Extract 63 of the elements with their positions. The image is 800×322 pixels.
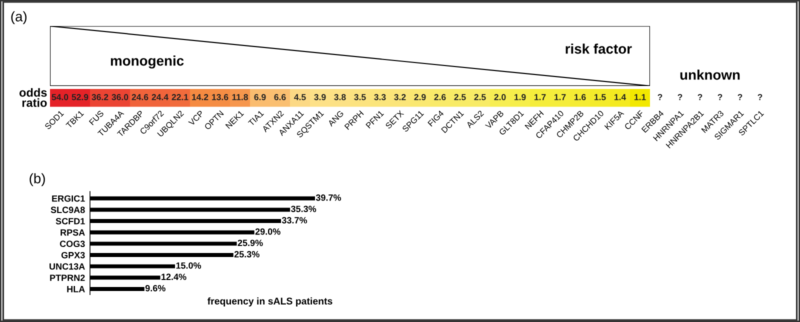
data-label: 9.6% xyxy=(145,285,166,292)
y-tick-label: RPSA xyxy=(60,229,85,236)
data-label: 1.6 xyxy=(574,94,586,100)
data-label: 25.9% xyxy=(238,240,263,246)
data-label: 54.0 xyxy=(52,94,68,100)
text: ? xyxy=(658,94,662,100)
annotation: risk factor xyxy=(566,44,632,54)
chart-title: (b) xyxy=(30,173,45,186)
y-tick-label: odds ratio xyxy=(19,88,47,107)
annotation: monogenic xyxy=(110,56,184,69)
data-label: 14.2 xyxy=(192,94,208,100)
data-label: 33.7% xyxy=(282,217,308,224)
data-label: 1.7 xyxy=(554,94,566,100)
data-label: 1.1 xyxy=(634,94,646,100)
chart-title: (a) xyxy=(11,11,27,24)
data-label: 1.9 xyxy=(514,94,526,100)
text: ? xyxy=(698,94,702,100)
data-label: 3.3 xyxy=(374,94,386,100)
data-label: 6.9 xyxy=(254,94,266,100)
data-label: 25.3% xyxy=(234,251,260,258)
data-label: 11.8 xyxy=(232,94,248,100)
x-tick-label: VCP xyxy=(188,110,204,126)
data-label: 2.0 xyxy=(494,94,506,100)
data-label: 6.6 xyxy=(274,94,286,100)
text: ? xyxy=(678,94,682,100)
data-label: 3.9 xyxy=(314,94,326,100)
data-label: 2.6 xyxy=(434,94,446,100)
text: ? xyxy=(758,94,762,100)
data-label: 3.2 xyxy=(394,94,406,100)
y-tick-label: COG3 xyxy=(60,240,85,248)
data-label: 24.4 xyxy=(152,94,168,100)
x-tick-label: TIA1 xyxy=(248,110,264,126)
y-tick-label: UNC13A xyxy=(50,263,85,270)
data-label: 1.4 xyxy=(614,94,626,100)
data-label: 4.5 xyxy=(294,94,306,100)
data-label: 2.5 xyxy=(454,94,466,100)
data-label: 36.0 xyxy=(112,94,128,100)
data-label: 52.9 xyxy=(72,94,88,100)
y-tick-label: HLA xyxy=(67,286,85,292)
data-label: 39.7% xyxy=(316,194,342,201)
y-tick-label: PTPRN2 xyxy=(50,274,85,281)
y-tick-label: ERGIC1 xyxy=(52,195,85,202)
text: ? xyxy=(738,94,742,100)
data-label: 1.7 xyxy=(534,94,546,100)
y-tick-label: GPX3 xyxy=(61,252,85,258)
data-label: 1.5 xyxy=(594,94,606,100)
data-label: 12.4% xyxy=(162,274,186,280)
data-label: 15.0% xyxy=(176,262,202,269)
data-label: 2.5 xyxy=(474,94,486,100)
x-axis-title: frequency in sALS patients xyxy=(208,297,332,306)
data-label: 22.1 xyxy=(172,94,188,100)
data-label: 3.5 xyxy=(354,94,366,100)
data-label: 2.9 xyxy=(414,94,426,100)
y-tick-label: SLC9A8 xyxy=(50,206,85,214)
data-label: 29.0% xyxy=(255,228,280,235)
data-label: 3.8 xyxy=(334,94,346,100)
data-label: 13.6 xyxy=(212,94,228,100)
data-label: 36.2 xyxy=(92,94,108,100)
annotation: unknown xyxy=(680,70,740,80)
data-label: 35.3% xyxy=(290,206,316,212)
data-label: 24.6 xyxy=(132,94,148,100)
y-tick-label: SCFD1 xyxy=(56,218,85,224)
text: ? xyxy=(718,94,722,100)
